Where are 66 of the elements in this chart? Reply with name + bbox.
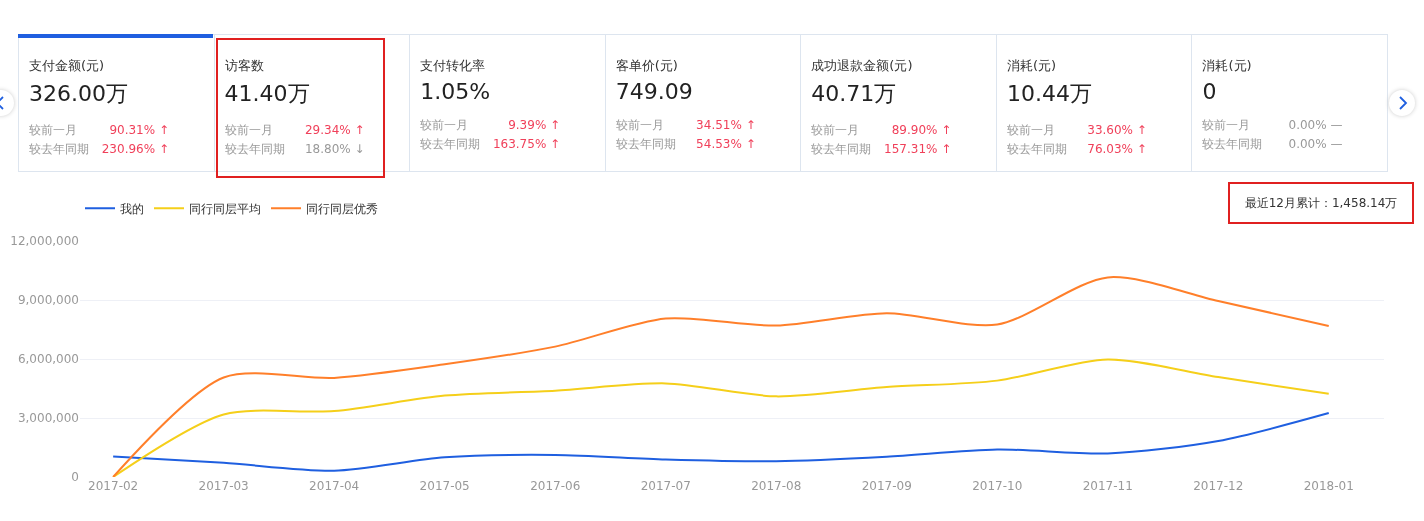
legend-label: 同行同层平均 [189, 201, 261, 216]
x-tick-label: 2017-02 [88, 479, 139, 493]
text: 54.53% ↑ [696, 136, 756, 153]
y-tick-label: 12,000,000 [10, 234, 79, 249]
line-series [112, 412, 1330, 472]
text: 较前一月 [420, 117, 469, 134]
x-tick-label: 2017-04 [309, 479, 360, 493]
text: 较去年同期 [224, 141, 285, 158]
text: 18.80% ↓ [304, 141, 365, 158]
text: 较前一月 [811, 122, 860, 139]
line-series [112, 276, 1330, 477]
x-tick-label: 2017-12 [1193, 479, 1244, 493]
text: 支付金额(元) [29, 57, 106, 75]
x-tick-label: 2017-07 [640, 479, 691, 493]
text: 消耗(元) [1006, 57, 1058, 75]
line-series [112, 358, 1330, 477]
text: 157.31% ↑ [884, 141, 952, 158]
legend-label: 同行同层优秀 [306, 201, 378, 216]
text: 较去年同期 [615, 136, 676, 153]
text: 326.00万 [29, 80, 129, 108]
text: 1.05% [420, 79, 492, 104]
text: 较前一月 [615, 117, 664, 134]
y-tick-label: 6,000,000 [17, 352, 79, 367]
x-tick-label: 2017-08 [751, 479, 802, 493]
text: 0.00% — [1288, 136, 1343, 153]
text: 41.40万 [224, 80, 311, 108]
y-tick-label: 9,000,000 [17, 293, 79, 308]
x-tick-label: 2017-10 [972, 479, 1023, 493]
text: 较前一月 [1202, 117, 1251, 134]
x-tick-label: 2017-03 [198, 479, 249, 493]
text: 0.00% — [1288, 117, 1343, 134]
text: 749.09 [615, 79, 694, 104]
text: 较前一月 [224, 122, 273, 139]
text: 10.44万 [1006, 80, 1093, 108]
x-tick-label: 2017-05 [419, 479, 470, 493]
text: 较去年同期 [1202, 136, 1263, 153]
text: 较前一月 [1006, 122, 1055, 139]
text: 76.03% ↑ [1087, 141, 1147, 158]
x-tick-label: 2017-06 [530, 479, 581, 493]
text: 最近12月累计：1,458.14万 [1228, 182, 1414, 224]
text: 90.31% ↑ [109, 122, 169, 139]
text: 较去年同期 [29, 141, 89, 158]
y-tick-label: 3,000,000 [17, 411, 79, 426]
text: 34.51% ↑ [696, 117, 756, 134]
text: 较前一月 [29, 122, 77, 139]
text: 较去年同期 [811, 141, 872, 158]
text: 客单价(元) [615, 57, 679, 75]
text: 较去年同期 [1006, 141, 1067, 158]
x-tick-label: 2017-09 [861, 479, 912, 493]
x-tick-label: 2018-01 [1303, 479, 1354, 493]
text: 0 [1202, 79, 1218, 104]
text: 支付转化率 [420, 57, 487, 75]
text: 40.71万 [811, 80, 898, 108]
text: 163.75% ↑ [492, 136, 561, 153]
text: 29.34% ↑ [304, 122, 365, 139]
text: 成功退款金额(元) [811, 57, 914, 75]
x-tick-label: 2017-11 [1082, 479, 1133, 493]
text: 89.90% ↑ [891, 122, 952, 139]
text: 较去年同期 [420, 136, 481, 153]
legend-label: 我的 [120, 201, 144, 216]
text: 33.60% ↑ [1087, 122, 1147, 139]
text: 访客数 [224, 57, 265, 75]
y-tick-label: 0 [71, 470, 79, 485]
text: 230.96% ↑ [101, 141, 169, 158]
text: 消耗(元) [1202, 57, 1253, 75]
text: 9.39% ↑ [508, 117, 561, 134]
